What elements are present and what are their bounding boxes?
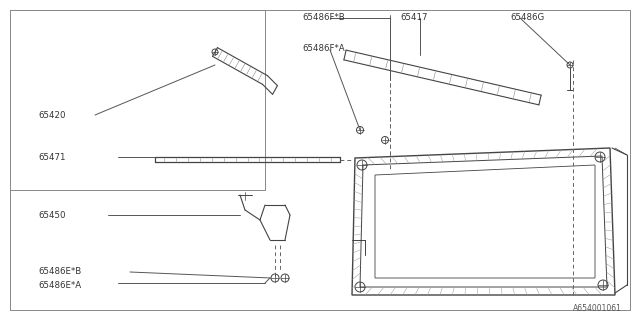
Text: A654001061: A654001061	[573, 304, 622, 313]
Text: 65420: 65420	[38, 110, 65, 119]
Text: 65486E*A: 65486E*A	[38, 281, 81, 290]
Text: 65486E*B: 65486E*B	[38, 268, 81, 276]
Text: 65486G: 65486G	[510, 12, 544, 21]
Text: 65486F*A: 65486F*A	[302, 44, 344, 52]
Text: 65417: 65417	[400, 12, 428, 21]
Text: 65450: 65450	[38, 211, 65, 220]
Text: 65471: 65471	[38, 153, 65, 162]
Text: 65486F*B: 65486F*B	[302, 12, 345, 21]
